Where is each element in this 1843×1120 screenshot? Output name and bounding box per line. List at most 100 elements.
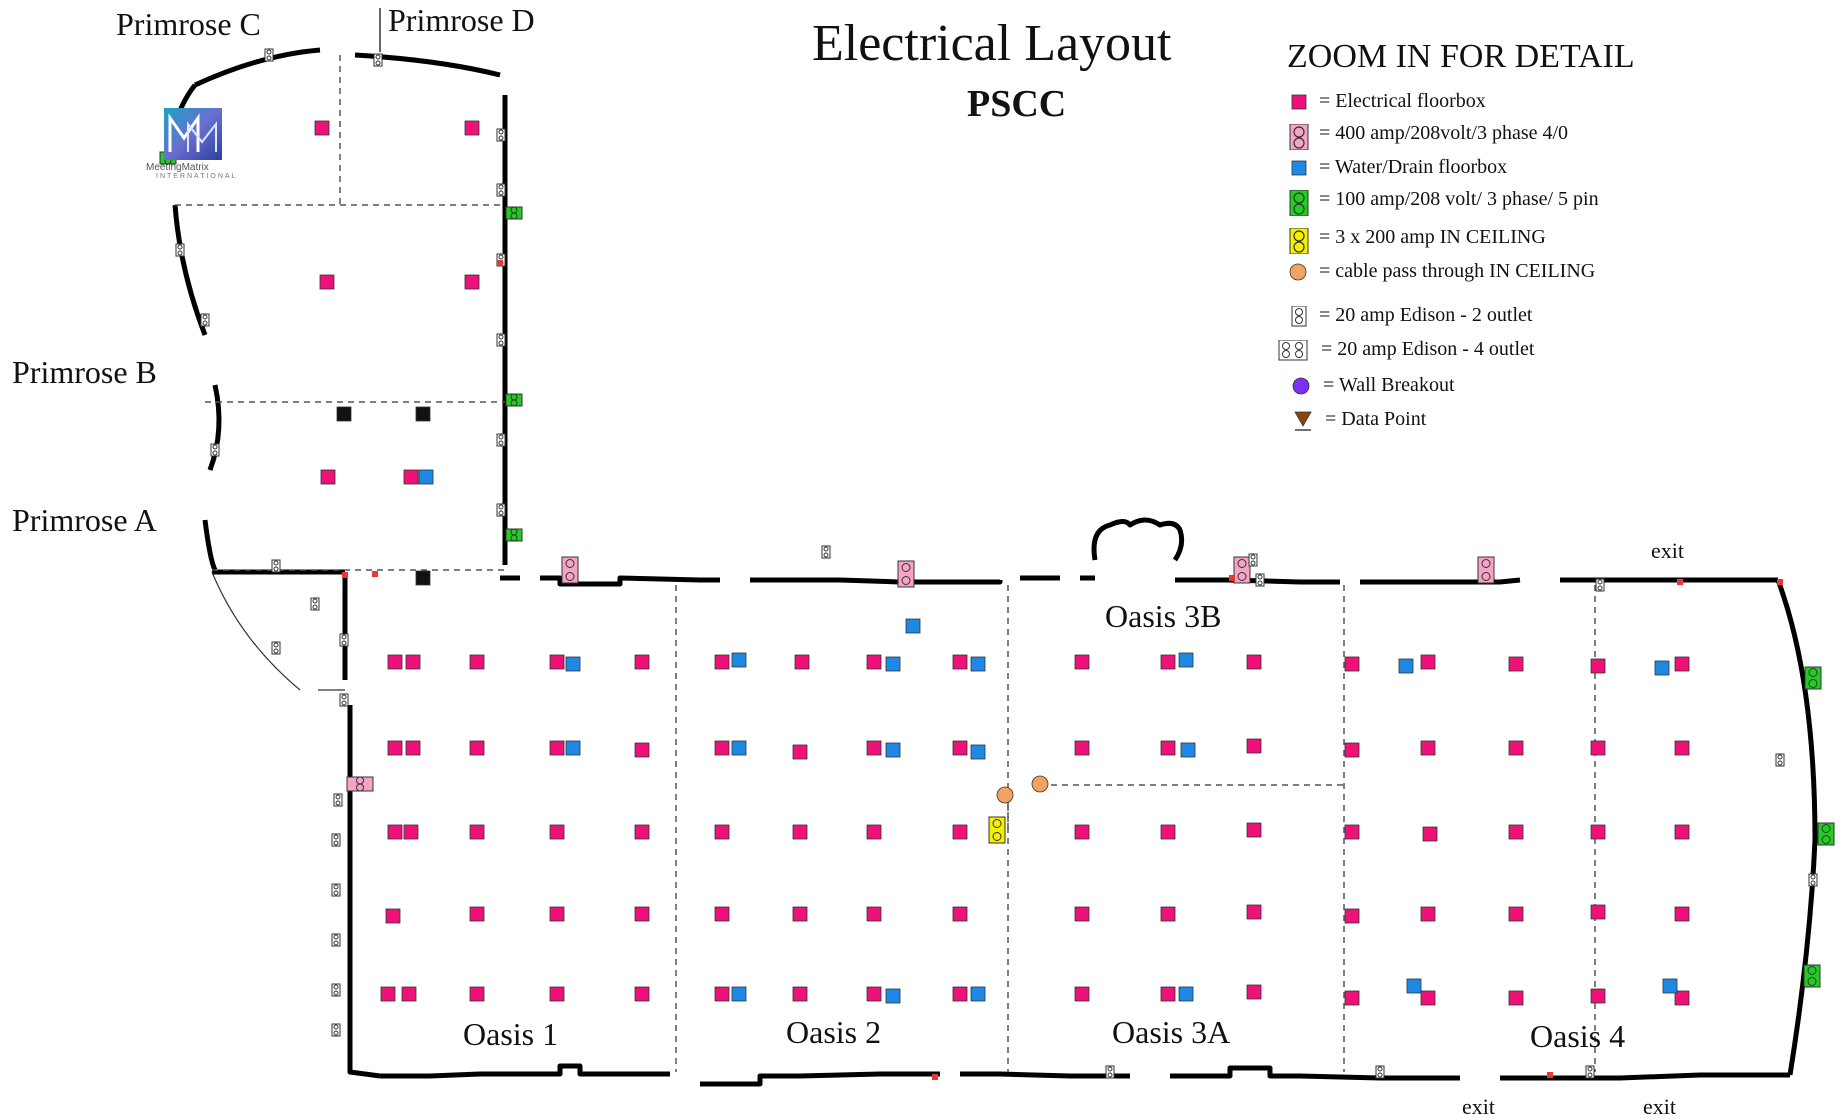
- edison-outlet: [331, 983, 341, 997]
- electrical-floorbox: [714, 824, 730, 840]
- electrical-floorbox: [549, 654, 565, 670]
- electrical-floorbox: [387, 824, 403, 840]
- legend-heading: ZOOM IN FOR DETAIL: [1287, 38, 1635, 75]
- electrical-floorbox: [469, 740, 485, 756]
- edison-outlet: [175, 243, 185, 257]
- electrical-floorbox: [549, 986, 565, 1002]
- room-label-primrose-c: Primrose C: [116, 6, 261, 42]
- electrical-floorbox: [1160, 986, 1176, 1002]
- electrical-floorbox: [1590, 824, 1606, 840]
- electrical-floorbox: [469, 824, 485, 840]
- legend-label: = Water/Drain floorbox: [1319, 156, 1508, 178]
- page-subtitle: PSCC: [967, 83, 1067, 125]
- 400-amp-outlet: [897, 560, 915, 588]
- cable-pass-through: [1031, 775, 1049, 793]
- electrical-floorbox: [1420, 906, 1436, 922]
- edison-outlet: [333, 793, 343, 807]
- electrical-floorbox: [952, 906, 968, 922]
- edison-outlet: [271, 641, 281, 655]
- electrical-floorbox: [1508, 824, 1524, 840]
- water-drain-floorbox: [970, 656, 986, 672]
- water-drain-floorbox: [970, 986, 986, 1002]
- water-drain-floorbox: [905, 618, 921, 634]
- edison-outlet: [310, 597, 320, 611]
- electrical-floorbox: [952, 740, 968, 756]
- water-drain-floorbox: [565, 740, 581, 756]
- electrical-floorbox: [952, 654, 968, 670]
- edison-outlet: [1255, 573, 1265, 587]
- edison-outlet: [373, 53, 383, 67]
- data-point-icon: [1294, 411, 1312, 431]
- electrical-floorbox: [464, 274, 480, 290]
- wall-breakout-icon: [1292, 377, 1310, 395]
- edison-outlet: [271, 559, 281, 573]
- room-label-oasis-4: Oasis 4: [1530, 1018, 1626, 1054]
- electrical-floorbox: [1160, 906, 1176, 922]
- legend-label: = 20 amp Edison - 4 outlet: [1321, 338, 1535, 360]
- electrical-floorbox: [385, 908, 401, 924]
- wall-marker: [342, 572, 348, 578]
- water-drain-floorbox: [885, 656, 901, 672]
- oasis-walls: [342, 517, 1818, 1087]
- 100-amp-outlet-icon: [1289, 190, 1309, 216]
- water-drain-floorbox: [1662, 978, 1678, 994]
- room-label-oasis-1: Oasis 1: [463, 1016, 559, 1052]
- legend-label: = Data Point: [1325, 408, 1427, 430]
- electrical-floorbox: [405, 654, 421, 670]
- electrical-floorbox: [866, 654, 882, 670]
- edison-outlet: [496, 503, 506, 517]
- electrical-floorbox: [1246, 904, 1262, 920]
- cable-pass-through-icon: [1289, 263, 1307, 281]
- 200-amp-ceiling-outlet: [988, 816, 1006, 844]
- water-drain-floorbox: [1178, 652, 1194, 668]
- water-drain-floorbox: [731, 740, 747, 756]
- room-label-oasis-3b: Oasis 3B: [1105, 598, 1222, 634]
- electrical-floorbox: [1420, 740, 1436, 756]
- electrical-floorbox: [1246, 822, 1262, 838]
- water-drain-floorbox: [885, 988, 901, 1004]
- wall-marker: [932, 1074, 938, 1080]
- electrical-floorbox: [634, 654, 650, 670]
- legend-label: = 3 x 200 amp IN CEILING: [1319, 226, 1546, 248]
- electrical-floorbox: [549, 740, 565, 756]
- room-label-primrose-d: Primrose D: [388, 2, 535, 38]
- logo-text: MeetingMatrix: [146, 162, 209, 173]
- electrical-floorbox: [1590, 740, 1606, 756]
- electrical-floorbox: [469, 906, 485, 922]
- electrical-floorbox: [1674, 656, 1690, 672]
- electrical-floorbox: [469, 986, 485, 1002]
- floorbox-black: [415, 570, 431, 586]
- electrical-floorbox: [634, 906, 650, 922]
- electrical-floorbox: [1674, 906, 1690, 922]
- electrical-floorbox: [1344, 824, 1360, 840]
- electrical-floorbox: [1246, 654, 1262, 670]
- electrical-floorbox: [866, 824, 882, 840]
- electrical-floorbox: [1160, 824, 1176, 840]
- electrical-floorbox: [1674, 824, 1690, 840]
- 400-amp-outlet: [1477, 556, 1495, 584]
- 400-amp-outlet: [1233, 556, 1251, 584]
- 400-amp-outlet: [561, 556, 579, 584]
- electrical-floorbox: [1246, 984, 1262, 1000]
- wall-marker: [1777, 579, 1783, 585]
- electrical-floorbox: [387, 740, 403, 756]
- wall-marker: [372, 571, 378, 577]
- electrical-floorbox: [866, 906, 882, 922]
- electrical-floorbox: [1344, 656, 1360, 672]
- 100-amp-outlet: [505, 206, 523, 220]
- water-drain-floorbox: [970, 744, 986, 760]
- edison-outlet: [331, 883, 341, 897]
- electrical-floorbox: [1160, 654, 1176, 670]
- electrical-floorbox: [1246, 738, 1262, 754]
- electrical-floorbox: [403, 469, 419, 485]
- electrical-floorbox: [1074, 824, 1090, 840]
- edison-outlet: [210, 443, 220, 457]
- room-label-primrose-a: Primrose A: [12, 502, 157, 538]
- edison-outlet: [200, 313, 210, 327]
- electrical-floorbox: [1160, 740, 1176, 756]
- electrical-floorbox: [634, 742, 650, 758]
- electrical-floorbox: [1590, 658, 1606, 674]
- electrical-floorbox: [714, 986, 730, 1002]
- edison-outlet: [331, 933, 341, 947]
- electrical-floorbox: [1422, 826, 1438, 842]
